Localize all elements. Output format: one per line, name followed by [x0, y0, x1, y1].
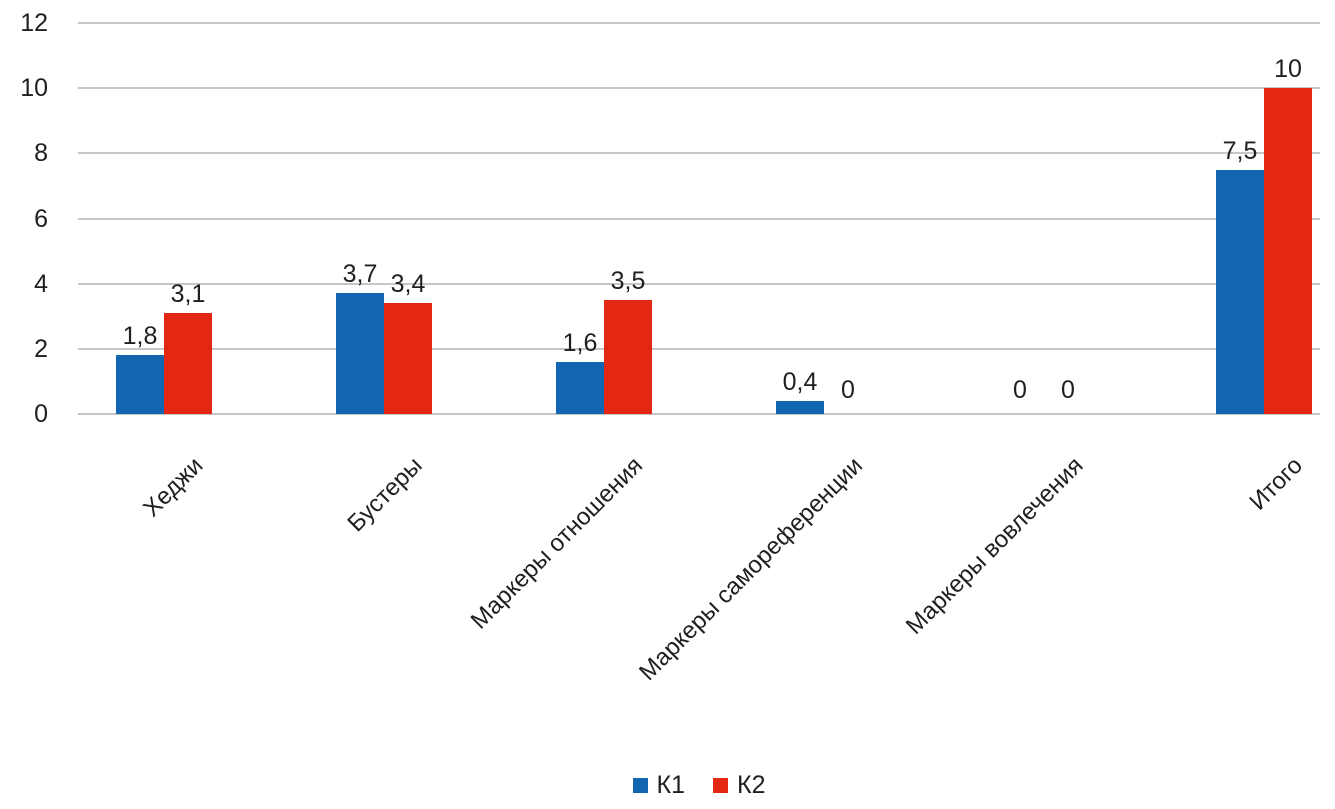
data-label-К2-6: 10 — [1274, 55, 1302, 84]
y-tick-label-0: 0 — [34, 400, 48, 428]
x-axis-label-2: Бустеры — [342, 452, 429, 538]
data-label-К1-2: 3,7 — [342, 260, 378, 289]
data-label-К2-1: 3,1 — [170, 279, 206, 308]
x-axis-label-6: Итого — [1244, 452, 1309, 516]
x-axis-label-3: Маркеры отношения — [465, 452, 649, 635]
legend: К1 К2 — [78, 770, 1320, 800]
bar-К1-4 — [776, 400, 824, 414]
bar-К1-3 — [556, 361, 604, 414]
legend-swatch-icon — [713, 777, 728, 793]
gridline-6 — [78, 217, 1320, 220]
gridline-8 — [78, 152, 1320, 155]
data-label-К1-4: 0,4 — [782, 367, 818, 396]
legend-swatch-icon — [632, 777, 648, 793]
x-axis-label-4: Маркеры самореференции — [634, 452, 869, 686]
y-tick-label-2: 2 — [34, 334, 48, 363]
legend-item-К2: К2 — [713, 770, 766, 799]
data-label-К2-2: 3,4 — [390, 270, 426, 299]
data-label-К1-1: 1,8 — [122, 322, 158, 351]
data-label-К2-3: 3,5 — [610, 266, 646, 295]
gridline-4 — [78, 282, 1320, 285]
legend-label: К1 — [656, 770, 685, 799]
y-tick-label-12: 12 — [20, 9, 48, 37]
x-axis-label-5: Маркеры вовлечения — [900, 452, 1089, 640]
y-tick-label-10: 10 — [20, 74, 48, 103]
data-label-К1-6: 7,5 — [1222, 136, 1258, 165]
bar-К2-1 — [164, 312, 212, 414]
data-label-К2-5: 0 — [1061, 376, 1075, 404]
data-label-К2-4: 0 — [841, 376, 855, 404]
bar-К1-6 — [1216, 169, 1264, 414]
data-label-К1-5: 0 — [1013, 376, 1027, 404]
bar-К2-3 — [604, 299, 652, 414]
y-tick-label-6: 6 — [34, 204, 48, 233]
y-tick-label-4: 4 — [34, 269, 48, 298]
y-tick-label-8: 8 — [34, 139, 48, 168]
bar-К1-2 — [336, 293, 384, 414]
bar-К1-1 — [116, 355, 164, 414]
data-label-К1-3: 1,6 — [562, 328, 598, 357]
gridline-12 — [78, 22, 1320, 24]
gridline-10 — [78, 87, 1320, 90]
gridline-2 — [78, 347, 1320, 350]
bar-К2-2 — [384, 303, 432, 414]
gridline-0 — [78, 413, 1320, 415]
legend-label: К2 — [737, 770, 766, 799]
legend-item-К1: К1 — [632, 770, 685, 799]
bar-К2-6 — [1264, 88, 1312, 414]
x-axis-label-1: Хеджи — [137, 452, 209, 523]
